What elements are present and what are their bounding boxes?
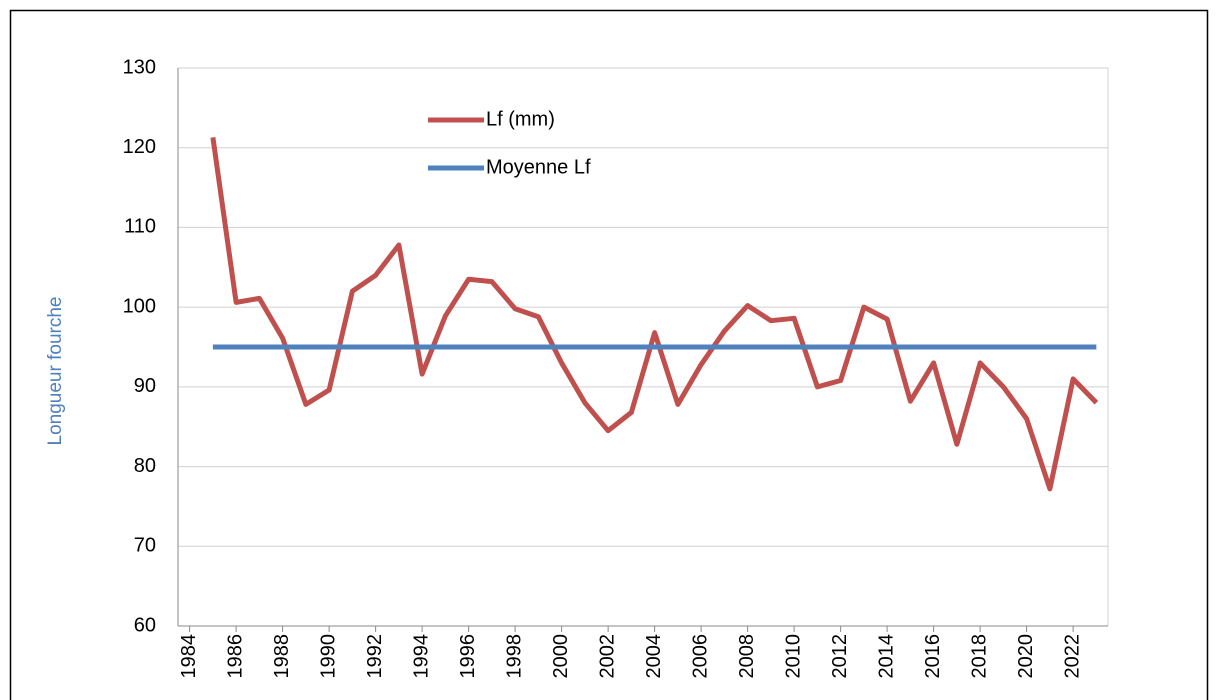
y-tick-label: 90	[134, 375, 156, 397]
series-line	[210, 137, 1099, 492]
x-tick-label: 1984	[178, 634, 200, 679]
x-tick-label: 2010	[782, 634, 804, 679]
y-tick-label: 80	[134, 455, 156, 477]
x-tick-label: 2016	[922, 634, 944, 679]
x-tick-label: 2002	[596, 634, 618, 679]
x-tick-label: 2022	[1061, 634, 1083, 679]
frame	[9, 9, 1209, 700]
x-tick-label: 2008	[736, 634, 758, 679]
y-tick-label: 110	[124, 216, 156, 238]
legend-label: Lf (mm)	[486, 108, 555, 130]
x-tick-label: 1990	[317, 634, 339, 679]
x-tick-label: 2020	[1015, 634, 1037, 679]
x-tick-label: 1986	[224, 634, 246, 679]
legend-label: Moyenne Lf	[486, 156, 591, 178]
x-tick-label: 1994	[410, 634, 432, 679]
x-tick-label: 2012	[829, 634, 851, 679]
x-tick-label: 2014	[875, 634, 897, 679]
x-tick-label: 1988	[271, 634, 293, 679]
y-tick-label: 70	[134, 535, 156, 557]
x-tick-label: 1998	[503, 634, 525, 679]
x-tick-label: 2006	[689, 634, 711, 679]
x-tick-label: 2004	[643, 634, 665, 679]
y-axis-label: Longueur fourche	[45, 297, 66, 446]
x-tick-label: 2000	[550, 634, 572, 679]
x-tick-label: 2018	[968, 634, 990, 679]
x-tick-label: 1992	[364, 634, 386, 679]
x-tick-label: 1996	[457, 634, 479, 679]
y-tick-label: 100	[123, 295, 156, 317]
y-tick-label: 130	[123, 56, 156, 78]
y-tick-label: 60	[134, 614, 156, 636]
y-tick-label: 120	[123, 136, 156, 158]
